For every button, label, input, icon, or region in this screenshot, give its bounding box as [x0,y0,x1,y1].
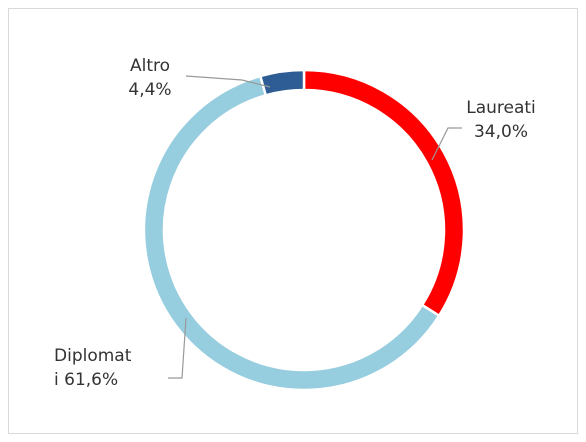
slice-label: Laureati 34,0% [458,96,544,144]
donut-slice [302,68,466,318]
category-label: Diplomati [54,346,132,390]
frame [8,8,578,434]
leader-line [431,127,462,161]
leader-line [168,317,187,379]
value-label: 34,0% [473,122,528,142]
value-label: 4,4% [128,80,172,100]
slice-label: Altro 4,4% [112,54,188,102]
donut [142,68,466,392]
category-label: Altro [129,56,171,76]
category-label: Laureati [466,98,536,118]
leader-line [185,75,271,88]
slice-label: Diplomati 61,6% [54,344,132,392]
donut-slice [258,68,306,97]
value-label: 61,6% [64,370,119,390]
